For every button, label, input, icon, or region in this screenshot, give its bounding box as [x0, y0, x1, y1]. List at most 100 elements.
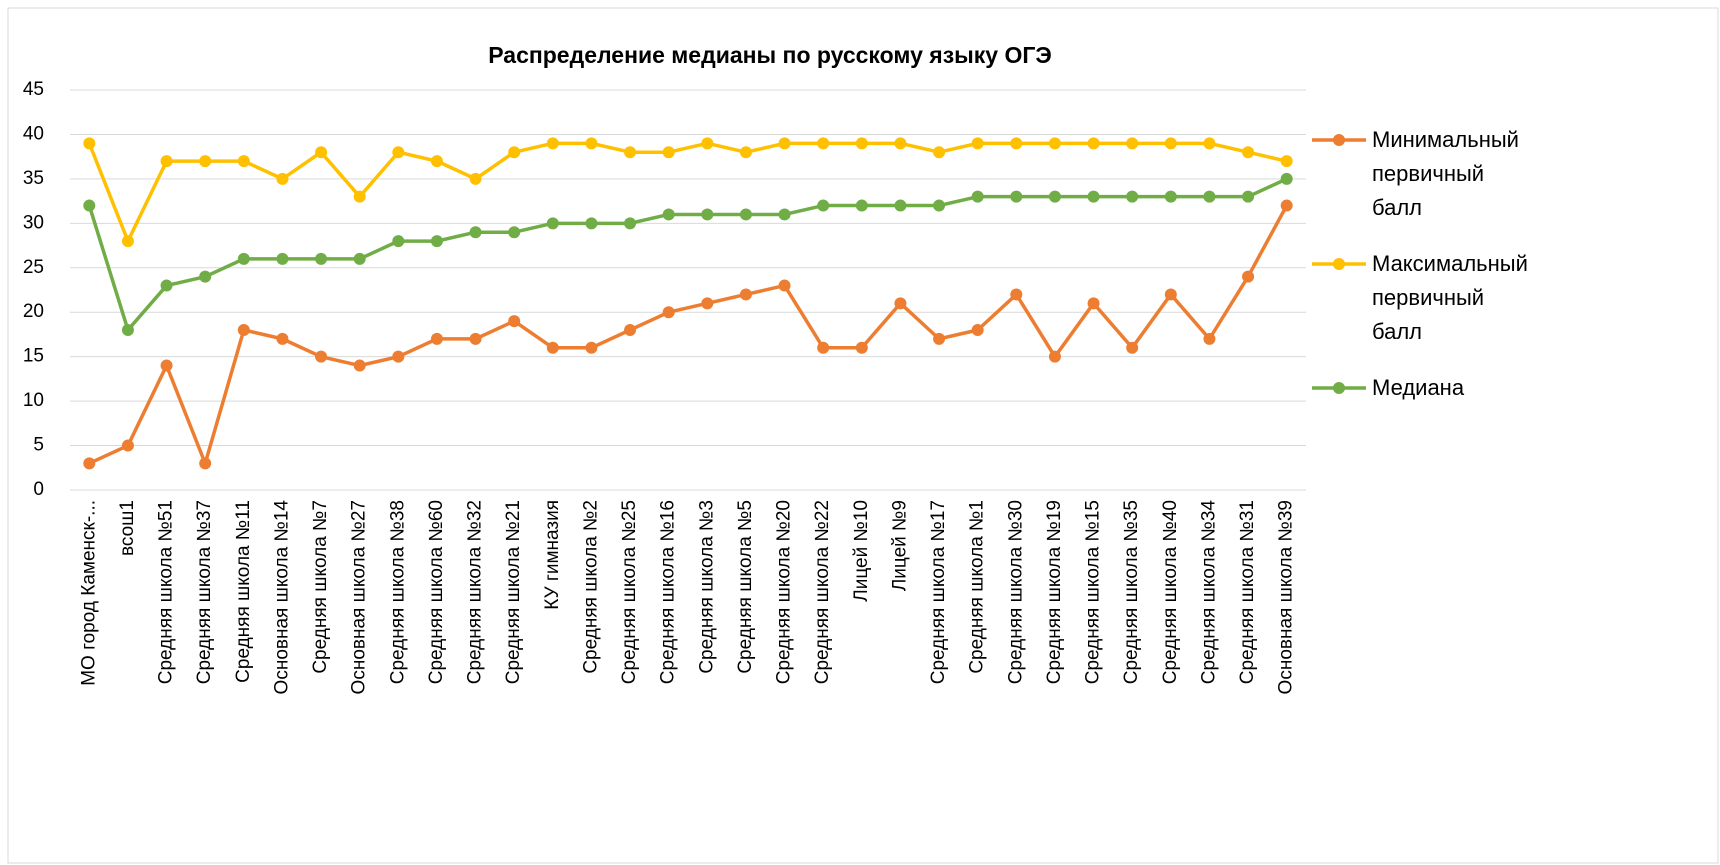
- data-point: [778, 208, 791, 221]
- data-point: [430, 332, 443, 345]
- data-point: [237, 324, 250, 336]
- data-point: [817, 341, 830, 354]
- data-point: [855, 199, 868, 212]
- data-point: [83, 137, 96, 150]
- legend-label: Медиана: [1372, 375, 1465, 400]
- x-tick-label: Основная школа №27: [349, 500, 370, 694]
- data-point: [1010, 288, 1023, 301]
- legend-marker: [1333, 258, 1345, 270]
- x-tick-label: Средняя школа №2: [580, 500, 601, 674]
- x-tick-label: всош1: [117, 500, 138, 556]
- x-tick-label: Средняя школа №30: [1005, 500, 1026, 684]
- y-tick-label: 40: [23, 123, 44, 144]
- data-point: [121, 324, 134, 336]
- data-point: [1126, 341, 1139, 354]
- data-point: [1087, 137, 1100, 150]
- data-point: [855, 341, 868, 354]
- data-point: [701, 297, 714, 310]
- data-point: [392, 350, 405, 363]
- data-point: [160, 279, 173, 292]
- data-point: [971, 137, 984, 150]
- data-point: [1087, 190, 1100, 203]
- data-point: [237, 155, 250, 168]
- y-tick-label: 30: [23, 212, 44, 233]
- data-point: [83, 199, 96, 212]
- data-point: [778, 279, 791, 292]
- x-tick-label: Лицей №9: [889, 500, 910, 591]
- data-point: [817, 199, 830, 212]
- data-point: [1048, 350, 1061, 363]
- data-point: [353, 252, 366, 265]
- data-point: [353, 359, 366, 372]
- data-point: [701, 137, 714, 150]
- data-point: [546, 137, 559, 150]
- legend-label: Максимальный первичный балл: [1372, 251, 1528, 344]
- data-point: [430, 155, 443, 168]
- data-point: [933, 199, 946, 212]
- x-tick-label: Средняя школа №21: [503, 500, 524, 684]
- data-point: [1203, 137, 1216, 150]
- data-point: [739, 288, 752, 301]
- data-point: [508, 146, 521, 159]
- y-tick-label: 25: [23, 257, 44, 278]
- x-tick-label: Основная школа №39: [1276, 500, 1297, 694]
- x-tick-label: МО город Каменск-...: [78, 500, 99, 686]
- data-point: [1010, 190, 1023, 203]
- data-point: [585, 217, 598, 230]
- data-point: [1164, 190, 1177, 203]
- x-tick-label: Средняя школа №15: [1083, 500, 1104, 684]
- chart-title: Распределение медианы по русскому языку …: [488, 42, 1052, 68]
- y-tick-label: 10: [23, 390, 44, 411]
- data-point: [392, 146, 405, 159]
- data-point: [1242, 146, 1255, 159]
- data-point: [624, 217, 637, 230]
- data-point: [315, 146, 328, 159]
- series-line: [87, 177, 1288, 332]
- data-point: [1126, 190, 1139, 203]
- data-point: [546, 341, 559, 354]
- data-point: [469, 332, 482, 345]
- series-line: [88, 204, 1289, 466]
- data-point: [894, 297, 907, 310]
- x-tick-label: Средняя школа №7: [310, 500, 331, 674]
- data-point: [199, 155, 212, 168]
- x-tick-label: Средняя школа №19: [1044, 500, 1065, 684]
- data-point: [199, 457, 212, 470]
- data-point: [1242, 190, 1255, 203]
- data-point: [237, 252, 250, 265]
- x-tick-label: Средняя школа №17: [928, 500, 949, 684]
- x-tick-label: Средняя школа №37: [194, 500, 215, 684]
- data-point: [1048, 137, 1061, 150]
- data-point: [430, 235, 443, 248]
- chart-frame: [7, 7, 1719, 864]
- x-tick-label: Средняя школа №20: [774, 500, 795, 684]
- x-tick-label: КУ гимназия: [542, 500, 563, 610]
- data-point: [1126, 137, 1139, 150]
- data-point: [585, 137, 598, 150]
- x-tick-label: Основная школа №14: [271, 500, 292, 695]
- data-point: [662, 146, 675, 159]
- data-point: [315, 350, 328, 363]
- data-point: [469, 172, 482, 185]
- data-point: [1203, 332, 1216, 345]
- data-point: [855, 137, 868, 150]
- data-point: [199, 270, 212, 283]
- data-point: [392, 235, 405, 248]
- data-point: [894, 199, 907, 212]
- data-point: [739, 208, 752, 221]
- data-point: [1280, 172, 1293, 185]
- data-point: [1203, 190, 1216, 203]
- x-tick-label: Средняя школа №35: [1121, 500, 1142, 684]
- x-tick-label: Средняя школа №25: [619, 500, 640, 684]
- y-tick-label: 0: [33, 479, 44, 500]
- data-point: [160, 155, 173, 168]
- y-tick-label: 20: [23, 301, 44, 322]
- y-tick-label: 45: [23, 79, 44, 100]
- x-tick-label: Средняя школа №3: [696, 500, 717, 674]
- data-point: [1242, 270, 1255, 283]
- x-tick-label: Средняя школа №11: [233, 500, 254, 683]
- data-point: [276, 172, 289, 185]
- data-point: [662, 208, 675, 221]
